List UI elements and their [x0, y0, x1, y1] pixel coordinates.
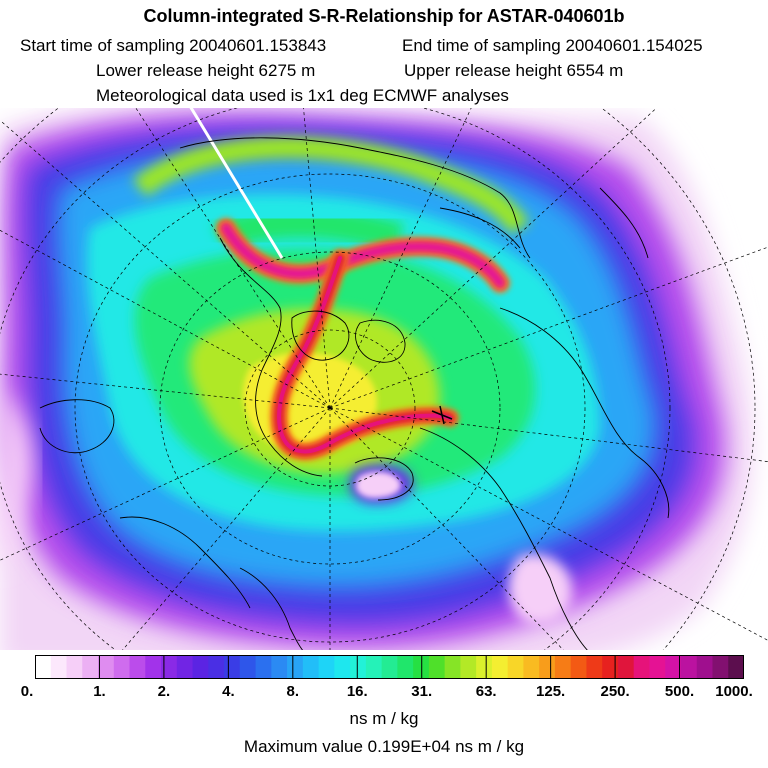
release-point-marker [431, 405, 453, 425]
color-scale-segment [161, 655, 178, 679]
color-scale-segment [82, 655, 99, 679]
color-scale-segment [35, 655, 52, 679]
color-scale-tick-label: 1000. [715, 683, 753, 700]
start-time-label: Start time of sampling 20040601.153843 [20, 36, 327, 55]
color-scale-tick-label: 31. [411, 683, 433, 700]
color-scale-segment [523, 655, 540, 679]
color-scale-segment [334, 655, 351, 679]
color-scale-segment [680, 655, 698, 679]
color-scale-tick-label: 1. [93, 683, 106, 700]
color-scale-segment [224, 655, 241, 679]
coastlines [39, 137, 670, 650]
color-scale-segment [460, 655, 477, 679]
high-value-plume [216, 218, 510, 461]
color-scale-segment [728, 655, 744, 679]
color-scale-segment [98, 655, 115, 679]
met-data-label: Meteorological data used is 1x1 deg ECMW… [96, 86, 509, 105]
graticule [0, 108, 768, 650]
color-scale-segment [696, 655, 714, 679]
color-scale-segment [617, 655, 635, 679]
color-scale-segment [239, 655, 257, 679]
maximum-value-label: Maximum value 0.199E+04 ns m / kg [243, 737, 525, 756]
color-scale-segment [554, 655, 572, 679]
color-scale-segment [113, 655, 131, 679]
color-scale-tick-label: 8. [286, 683, 300, 700]
color-scale-segment [350, 655, 367, 679]
color-scale-tick-label: 2. [157, 683, 171, 700]
flight-track [189, 108, 284, 259]
color-scale-segment [192, 655, 209, 679]
color-scale-segment [176, 655, 194, 679]
color-scale-tick-label: 250. [600, 683, 630, 700]
color-scale-segment [633, 655, 651, 679]
color-scale-segment [365, 655, 383, 679]
color-scale-segment [428, 655, 446, 679]
color-scale-segment [539, 655, 556, 679]
upper-release-label: Upper release height 6554 m [404, 61, 624, 80]
map-title: Column-integrated S-R-Relationship for A… [143, 6, 625, 26]
color-scale-segment [208, 655, 225, 679]
color-scale-segment [586, 655, 603, 679]
color-scale-segment [255, 655, 272, 679]
color-scale-tick-label: 125. [536, 683, 566, 700]
color-scale-segment [476, 655, 493, 679]
color-scale-segment [145, 655, 162, 679]
lower-release-label: Lower release height 6275 m [96, 61, 316, 80]
color-scale-tick-label: 63. [475, 683, 497, 700]
color-scale-bar [35, 655, 744, 679]
color-scale-segment [66, 655, 83, 679]
color-scale-segment [287, 655, 304, 679]
color-scale-segment [491, 655, 509, 679]
color-scale-segment [649, 655, 666, 679]
color-scale-segment [397, 655, 414, 679]
polar-map [0, 108, 768, 650]
color-scale-tick-label: 16. [346, 683, 368, 700]
color-scale-segment [129, 655, 146, 679]
color-scale-segment [271, 655, 288, 679]
units-label: ns m / kg [349, 709, 419, 728]
end-time-label: End time of sampling 20040601.154025 [402, 36, 703, 55]
color-scale-tick-label: 500. [664, 683, 695, 700]
sensitivity-field [0, 108, 752, 650]
color-scale-segment [507, 655, 525, 679]
color-scale-segment [444, 655, 461, 679]
color-scale-tick-label: 0. [20, 683, 34, 700]
color-scale-segment [318, 655, 335, 679]
color-scale-segment [302, 655, 320, 679]
color-scale-segment [602, 655, 619, 679]
color-scale-segment [570, 655, 588, 679]
color-scale-segment [381, 655, 398, 679]
color-scale-segment [665, 655, 682, 679]
color-scale-segment [712, 655, 729, 679]
color-scale-segment [50, 655, 68, 679]
color-scale-tick-label: 4. [222, 683, 235, 700]
